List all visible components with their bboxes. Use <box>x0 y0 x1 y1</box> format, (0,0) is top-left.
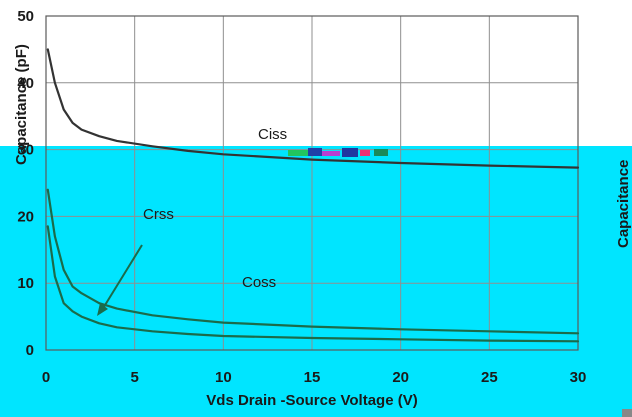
series-line-coss <box>46 188 580 335</box>
y-tick-labels: 0 10 20 30 40 50 <box>17 8 34 359</box>
y-axis-title-right: Capacitance <box>615 160 632 248</box>
crss-pointer-arrowhead <box>97 303 108 316</box>
y-tick-label-0: 0 <box>26 342 34 359</box>
bottom-background <box>0 146 632 417</box>
x-tick-label-1: 5 <box>130 369 138 386</box>
top-background <box>0 0 632 150</box>
y-tick-label-3: 30 <box>17 142 34 159</box>
y-tick-label-1: 10 <box>17 275 34 292</box>
crss-pointer-arrow <box>101 244 143 311</box>
x-tick-label-6: 30 <box>570 369 587 386</box>
x-tick-label-5: 25 <box>481 369 498 386</box>
series-line-ciss <box>46 48 580 169</box>
x-tick-label-0: 0 <box>42 369 50 386</box>
series-label-ciss: Ciss <box>258 126 287 143</box>
x-axis-title: Vds Drain -Source Voltage (V) <box>206 392 417 409</box>
series-line-crss <box>46 225 580 343</box>
x-tick-label-3: 15 <box>304 369 321 386</box>
corner-mark <box>622 409 632 417</box>
glitch-artifact <box>288 148 388 157</box>
series-lines <box>46 48 580 343</box>
series-label-crss: Crss <box>143 206 174 223</box>
y-axis-title: Capacitance (pF) <box>13 44 30 165</box>
series-label-coss: Coss <box>242 274 276 291</box>
x-tick-label-2: 10 <box>215 369 232 386</box>
y-tick-label-2: 20 <box>17 208 34 225</box>
x-tick-labels: 0 5 10 15 20 25 30 <box>42 369 587 386</box>
x-tick-label-4: 20 <box>392 369 409 386</box>
plot-frame <box>45 15 579 351</box>
y-tick-label-4: 40 <box>17 75 34 92</box>
y-tick-label-5: 50 <box>17 8 34 25</box>
